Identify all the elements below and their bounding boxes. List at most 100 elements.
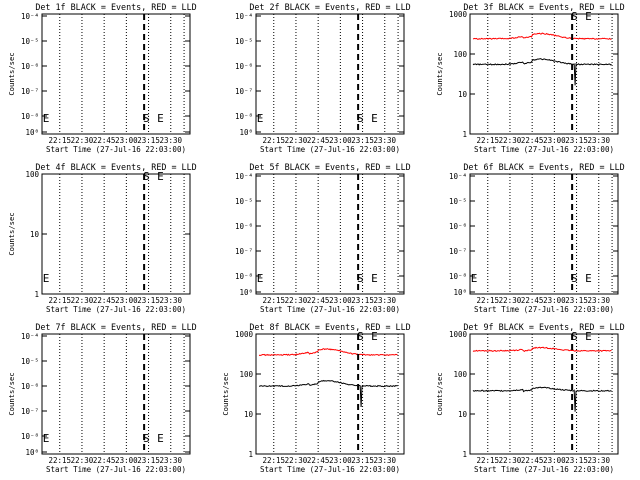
x-tick-label: 23:00	[115, 296, 138, 305]
end-mark: E	[585, 330, 592, 343]
x-tick-label: 22:45	[93, 296, 116, 305]
plot-frame	[469, 13, 619, 135]
plot-frame	[255, 13, 405, 135]
panel-title: Det 1f BLACK = Events, RED = LLD	[35, 2, 196, 12]
y-tick-label: 10⁻⁵	[235, 197, 253, 206]
x-tick-label: 23:00	[115, 456, 138, 465]
y-tick-label: 10⁻⁵	[449, 197, 467, 206]
y-tick-label: 10⁻⁷	[235, 247, 253, 256]
x-tick-label: 23:15	[351, 456, 374, 465]
x-tick-label: 23:30	[373, 136, 396, 145]
plot-frame	[469, 333, 619, 455]
x-tick-label: 22:30	[499, 456, 522, 465]
y-tick-label: 1000	[449, 10, 468, 19]
y-tick-label: 1000	[449, 330, 468, 339]
panel-title: Det 6f BLACK = Events, RED = LLD	[463, 162, 624, 172]
x-tick-label: 22:30	[499, 136, 522, 145]
x-tick-label: 22:30	[285, 136, 308, 145]
y-tick-label: 10⁰	[239, 288, 253, 297]
end-mark: E	[371, 330, 378, 343]
plot-frame	[255, 333, 405, 455]
y-tick-label: 1	[462, 450, 467, 459]
plot-frame	[255, 173, 405, 295]
x-axis-label: Start Time (27-Jul-16 22:03:00)	[260, 465, 400, 474]
x-tick-label: 23:15	[137, 136, 160, 145]
x-tick-label: 23:00	[329, 296, 352, 305]
x-axis-label: Start Time (27-Jul-16 22:03:00)	[260, 305, 400, 314]
y-tick-label: 10⁻⁸	[235, 112, 253, 121]
x-tick-label: 23:00	[543, 136, 566, 145]
y-tick-label: 10⁻⁶	[235, 222, 253, 231]
end-mark: E	[371, 272, 378, 285]
end-mark-left: E	[43, 432, 50, 445]
x-axis-label: Start Time (27-Jul-16 22:03:00)	[46, 145, 186, 154]
x-tick-label: 22:15	[262, 296, 285, 305]
y-tick-label: 10	[30, 230, 40, 239]
start-mark: S	[571, 10, 578, 23]
x-tick-label: 22:30	[285, 456, 308, 465]
y-tick-label: 10⁻⁵	[21, 37, 39, 46]
x-tick-label: 23:30	[587, 296, 610, 305]
y-tick-label: 10⁻⁸	[21, 432, 39, 441]
y-axis-label: Counts/sec	[7, 212, 16, 255]
y-tick-label: 10	[458, 410, 468, 419]
x-tick-label: 23:30	[587, 456, 610, 465]
x-tick-label: 23:15	[137, 456, 160, 465]
x-tick-label: 23:00	[115, 136, 138, 145]
x-tick-label: 22:15	[262, 136, 285, 145]
start-mark: S	[143, 112, 150, 125]
start-mark: S	[143, 170, 150, 183]
y-tick-label: 1000	[235, 330, 254, 339]
x-axis-label: Start Time (27-Jul-16 22:03:00)	[474, 465, 614, 474]
panel-title: Det 9f BLACK = Events, RED = LLD	[463, 322, 624, 332]
x-tick-label: 23:15	[351, 296, 374, 305]
series-line	[472, 58, 612, 86]
x-tick-label: 23:00	[543, 296, 566, 305]
x-axis-label: Start Time (27-Jul-16 22:03:00)	[260, 145, 400, 154]
start-mark: S	[571, 272, 578, 285]
x-tick-label: 22:30	[71, 136, 94, 145]
y-axis-label: Counts/sec	[7, 52, 16, 95]
series-line	[258, 379, 398, 408]
x-tick-label: 22:15	[48, 296, 71, 305]
y-tick-label: 10⁻⁴	[449, 172, 467, 181]
y-tick-label: 1	[248, 450, 253, 459]
y-tick-label: 10⁻⁸	[449, 272, 467, 281]
y-tick-label: 100	[453, 370, 467, 379]
start-mark: S	[357, 272, 364, 285]
y-tick-label: 10⁻⁶	[21, 62, 39, 71]
x-axis-label: Start Time (27-Jul-16 22:03:00)	[46, 305, 186, 314]
series-line	[472, 386, 612, 412]
y-tick-label: 10⁻⁶	[235, 62, 253, 71]
y-tick-label: 10⁻⁸	[235, 272, 253, 281]
y-axis-label: Counts/sec	[221, 372, 230, 415]
start-mark: S	[143, 432, 150, 445]
x-tick-label: 22:45	[521, 296, 544, 305]
y-tick-label: 10⁰	[239, 128, 253, 137]
panel-title: Det 7f BLACK = Events, RED = LLD	[35, 322, 196, 332]
panel-title: Det 2f BLACK = Events, RED = LLD	[249, 2, 410, 12]
x-tick-label: 22:30	[499, 296, 522, 305]
y-tick-label: 1	[34, 290, 39, 299]
end-mark-left: E	[257, 272, 264, 285]
y-tick-label: 10⁻⁴	[21, 12, 39, 21]
x-axis-label: Start Time (27-Jul-16 22:03:00)	[46, 465, 186, 474]
end-mark-left: E	[43, 272, 50, 285]
x-tick-label: 22:15	[48, 456, 71, 465]
y-axis-label: Counts/sec	[7, 372, 16, 415]
x-axis-label: Start Time (27-Jul-16 22:03:00)	[474, 145, 614, 154]
y-tick-label: 10⁰	[25, 128, 39, 137]
y-tick-label: 10	[458, 90, 468, 99]
y-tick-label: 10⁻⁶	[449, 222, 467, 231]
x-tick-label: 23:15	[351, 136, 374, 145]
y-tick-label: 10	[244, 410, 254, 419]
y-tick-label: 100	[25, 170, 39, 179]
end-mark-left: E	[43, 112, 50, 125]
end-mark: E	[585, 272, 592, 285]
y-tick-label: 10⁻⁷	[21, 407, 39, 416]
